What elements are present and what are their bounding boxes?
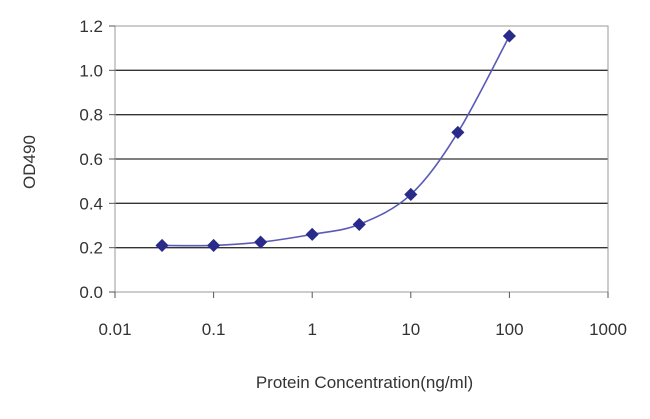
data-point-marker bbox=[352, 217, 366, 231]
y-tick-label: 0.0 bbox=[79, 283, 103, 302]
data-point-marker bbox=[155, 238, 169, 253]
series-curve bbox=[162, 35, 511, 247]
x-tick-label: 0.01 bbox=[98, 320, 131, 339]
data-point-marker bbox=[207, 238, 221, 253]
data-point-marker bbox=[404, 187, 418, 202]
x-tick-label: 1000 bbox=[589, 320, 627, 339]
data-points bbox=[155, 29, 516, 253]
data-point-marker bbox=[305, 227, 319, 241]
y-tick-label: 0.4 bbox=[79, 194, 103, 213]
x-axis-title: Protein Concentration(ng/ml) bbox=[256, 373, 473, 392]
y-tick-label: 0.2 bbox=[79, 239, 103, 258]
grid-lines bbox=[115, 69, 608, 249]
x-tick-label: 10 bbox=[401, 320, 420, 339]
data-point-marker bbox=[254, 235, 268, 249]
y-tick-label: 0.8 bbox=[79, 106, 103, 125]
y-tick-label: 1.0 bbox=[79, 61, 103, 80]
y-axis-title: OD490 bbox=[20, 135, 39, 189]
data-point-marker bbox=[502, 29, 516, 43]
x-tick-label: 0.1 bbox=[202, 320, 226, 339]
y-tick-label: 0.6 bbox=[79, 150, 103, 169]
series-line bbox=[162, 35, 511, 247]
axes: 0.0 0.2 0.4 0.6 0.8 1.0 1.2 0.01 0.1 1 10 100 1000 bbox=[79, 17, 627, 339]
x-tick-label: 100 bbox=[495, 320, 523, 339]
x-tick-label: 1 bbox=[307, 320, 316, 339]
y-tick-label: 1.2 bbox=[79, 17, 103, 36]
data-point-marker bbox=[451, 125, 465, 139]
